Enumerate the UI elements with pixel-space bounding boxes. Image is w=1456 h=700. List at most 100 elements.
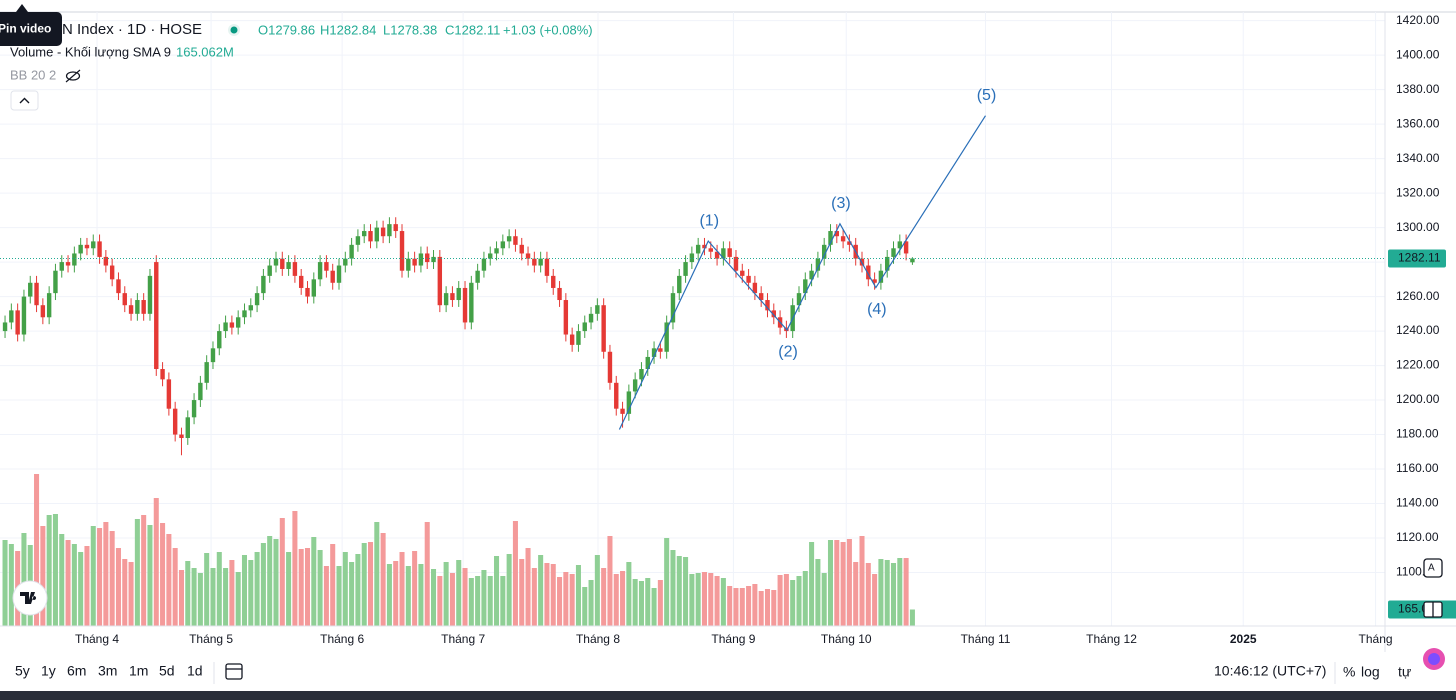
volume-bar [468, 578, 474, 626]
log-toggle[interactable]: log [1361, 664, 1380, 680]
y-tick-label: 1260.00 [1396, 289, 1440, 303]
y-tick-label: 1200.00 [1396, 392, 1440, 406]
y-tick-label: 1120.00 [1396, 530, 1439, 544]
candle-body [97, 241, 102, 257]
x-tick-label: Tháng 4 [75, 632, 119, 646]
top-toolbar [0, 0, 1456, 12]
candle-body [406, 258, 411, 271]
wave-label: (4) [867, 301, 887, 318]
volume-bar [405, 566, 411, 626]
x-tick-label: Tháng 5 [189, 632, 233, 646]
wave-label: (1) [699, 212, 719, 229]
volume-bar [235, 572, 241, 626]
y-tick-label: 1340.00 [1396, 151, 1440, 165]
volume-legend[interactable]: Volume - Khối lượng SMA 9 [10, 44, 171, 59]
y-tick-label: 1240.00 [1396, 323, 1440, 337]
axes: 1100.001120.001140.001160.001180.001200.… [75, 13, 1456, 646]
volume-bar [71, 544, 77, 626]
symbol[interactable]: VN Index · 1D · HOSE [52, 21, 202, 38]
candle-body [40, 305, 46, 318]
range-button[interactable]: 3m [98, 663, 117, 679]
volume-bar [355, 554, 361, 626]
candle-body [803, 279, 808, 294]
x-tick-label: Tháng 11 [961, 632, 1011, 646]
volume-bar [494, 556, 500, 626]
range-button[interactable]: 1m [129, 663, 148, 679]
volume-bar [298, 549, 304, 626]
hide-icon[interactable] [65, 69, 81, 83]
x-tick-label: Tháng 10 [821, 632, 872, 646]
range-button[interactable]: 5y [15, 663, 30, 679]
volume-bar [380, 533, 386, 626]
volume-bar [865, 563, 871, 626]
brain-icon[interactable] [1423, 648, 1445, 670]
volume-bar [506, 554, 512, 626]
volume-bar [758, 591, 764, 626]
volume-bar [109, 531, 115, 626]
candle-body [242, 310, 247, 318]
ohlc-legend: O1279.86 H1282.84 L1278.38 C1282.11 +1.03 (+… [258, 22, 593, 37]
y-tick-label: 1360.00 [1396, 116, 1440, 130]
volume-bar [714, 576, 720, 626]
volume-bar [525, 548, 531, 626]
bb-legend[interactable]: BB 20 2 [10, 67, 56, 82]
candle-body [431, 256, 436, 263]
volume-bar [752, 584, 758, 626]
candle-body [198, 382, 203, 401]
volume-bar [531, 568, 537, 626]
candle-body [443, 293, 449, 306]
volume-bar [670, 550, 676, 626]
volume-bar [204, 553, 210, 626]
candle-body [191, 400, 197, 418]
range-button[interactable]: 1y [41, 663, 56, 679]
volume-bar [197, 573, 203, 626]
candle-body [721, 248, 726, 259]
volume-bar [594, 555, 600, 626]
candle-body [607, 351, 613, 383]
volume-bar [97, 528, 103, 626]
candle-body [733, 256, 739, 271]
candle-body [821, 244, 827, 259]
percent-toggle[interactable]: % [1343, 664, 1355, 680]
x-tick-label: Tháng 9 [711, 632, 755, 646]
candle-body [695, 244, 701, 254]
candle-body [740, 270, 745, 276]
candle-body [828, 231, 833, 245]
volume-bar [739, 588, 745, 626]
candle-body [84, 244, 90, 249]
volume-bar [601, 568, 607, 626]
volume-bar [172, 548, 178, 626]
range-button[interactable]: 6m [67, 663, 86, 679]
last-price-tag [1388, 249, 1446, 268]
volume-bar [764, 589, 771, 626]
volume-bar [323, 566, 329, 626]
volume-bar [815, 559, 821, 626]
volume-bar [475, 576, 481, 626]
candle-body [519, 244, 524, 254]
candle-body [28, 282, 33, 297]
volume-bar [292, 511, 298, 626]
translate-icon[interactable]: A [1423, 558, 1443, 578]
date-range-icon[interactable] [225, 663, 243, 680]
auto-toggle[interactable]: tự [1398, 664, 1411, 680]
volume-bar [304, 548, 311, 626]
candle-body [298, 275, 304, 288]
y-tick-label: 1160.00 [1396, 461, 1439, 475]
candle-body [2, 322, 8, 332]
candle-body [513, 236, 518, 245]
volume-bar [330, 544, 336, 626]
volume-bar [462, 568, 468, 626]
reader-icon[interactable] [1423, 601, 1443, 618]
candle-body [469, 282, 474, 323]
range-button[interactable]: 1d [187, 663, 203, 679]
clock: 10:46:12 (UTC+7) [1214, 663, 1326, 679]
collapse-button[interactable] [10, 90, 39, 111]
candle-body [866, 265, 871, 280]
range-button[interactable]: 5d [159, 663, 175, 679]
ohlc-value: H1282.84 [320, 22, 376, 37]
volume-bar [733, 588, 739, 626]
volume-bar [115, 548, 121, 626]
volume-bar [128, 562, 134, 626]
tv-logo[interactable] [12, 580, 48, 616]
volume-bar [178, 570, 184, 626]
